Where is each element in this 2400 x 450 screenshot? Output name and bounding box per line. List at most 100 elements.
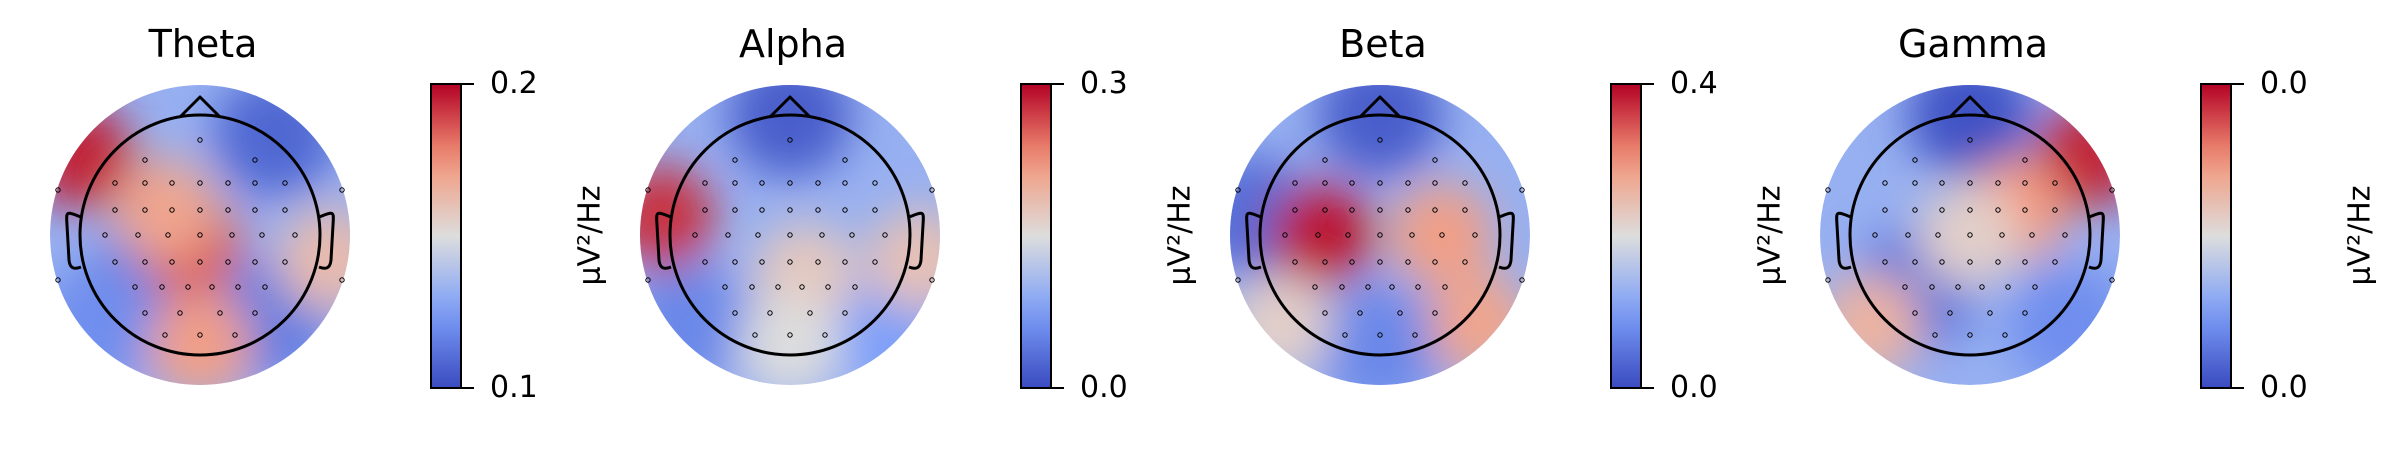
sensor-dot (259, 232, 265, 238)
sensor-dot (142, 207, 148, 213)
sensor-dot (1905, 232, 1911, 238)
sensor-dot (1967, 332, 1973, 338)
sensor-dot (225, 207, 231, 213)
sensor-markers (55, 137, 345, 338)
sensor-dot (732, 207, 738, 213)
left-ear-outline (1245, 211, 1262, 270)
sensor-dot (815, 180, 821, 186)
sensor-dot (1872, 232, 1878, 238)
sensor-dot (1882, 259, 1888, 265)
head-outline (78, 113, 322, 357)
sensor-dot (232, 332, 238, 338)
panel-gamma: Gamma 0.0 0.0 μV²/Hz (1770, 0, 2378, 450)
head-outline (668, 113, 912, 357)
sensor-dot (1929, 284, 1935, 290)
sensor-dot (852, 284, 858, 290)
colorbar-tick-max (1052, 83, 1064, 85)
sensor-dot (872, 207, 878, 213)
sensor-dot (1235, 277, 1241, 283)
sensor-dot (1339, 284, 1345, 290)
sensor-dot (55, 277, 61, 283)
sensor-dot (252, 157, 258, 163)
sensor-dot (1405, 259, 1411, 265)
topomap-head (50, 85, 350, 385)
sensor-dot (749, 284, 755, 290)
sensor-dot (112, 180, 118, 186)
panel-title: Alpha (738, 22, 848, 66)
sensor-dot (1825, 277, 1831, 283)
sensor-dot (2109, 277, 2115, 283)
sensor-dot (1967, 207, 1973, 213)
sensor-dot (1442, 284, 1448, 290)
sensor-dot (197, 332, 203, 338)
topomap-head (1230, 85, 1530, 385)
sensor-dot (197, 137, 203, 143)
sensor-dot (1939, 207, 1945, 213)
left-ear-outline (1835, 211, 1852, 270)
panel-title: Gamma (1897, 22, 2049, 66)
sensor-dot (1439, 232, 1445, 238)
sensor-dot (842, 207, 848, 213)
nose-outline (768, 95, 812, 119)
sensor-dot (2052, 180, 2058, 186)
sensor-dot (825, 284, 831, 290)
panel-title: Beta (1339, 22, 1427, 66)
sensor-dot (1377, 207, 1383, 213)
sensor-dot (722, 284, 728, 290)
sensor-dot (1377, 180, 1383, 186)
sensor-dot (732, 180, 738, 186)
topomap-surface (640, 85, 940, 385)
colorbar (1020, 83, 1052, 389)
sensor-dot (217, 310, 223, 316)
sensor-dot (1967, 232, 1973, 238)
sensor-dot (1315, 232, 1321, 238)
sensor-dot (1432, 157, 1438, 163)
sensor-dot (815, 207, 821, 213)
sensor-dot (732, 259, 738, 265)
sensor-dot (1825, 187, 1831, 193)
sensor-dot (112, 259, 118, 265)
sensor-dot (1292, 180, 1298, 186)
sensor-dot (1939, 180, 1945, 186)
sensor-dot (815, 259, 821, 265)
sensor-dot (159, 284, 165, 290)
sensor-dot (55, 187, 61, 193)
sensor-dot (882, 232, 888, 238)
colorbar-min-label: 0.1 (490, 370, 538, 405)
sensor-dot (1935, 232, 1941, 238)
coldspot-occipital-midline (1318, 283, 1442, 385)
sensor-dot (1349, 207, 1355, 213)
hotspot-right-central (1390, 183, 1494, 287)
sensor-dot (292, 232, 298, 238)
topomap-head (640, 85, 940, 385)
sensor-dot (1519, 187, 1525, 193)
sensor-dot (787, 180, 793, 186)
colorbar-min-label: 0.0 (1670, 370, 1718, 405)
head-outline (1258, 113, 1502, 357)
sensor-dot (645, 277, 651, 283)
panel-title: Theta (148, 22, 258, 66)
sensor-dot (1967, 137, 1973, 143)
sensor-dot (2022, 207, 2028, 213)
nose-outline (1948, 95, 1992, 119)
sensor-markers (1825, 137, 2115, 338)
sensor-dot (197, 232, 203, 238)
sensor-dot (165, 232, 171, 238)
sensor-dot (767, 310, 773, 316)
sensor-dot (842, 259, 848, 265)
sensor-dot (1902, 284, 1908, 290)
sensor-dot (142, 259, 148, 265)
head-outline (1848, 113, 2092, 357)
right-ear-outline (2088, 211, 2105, 270)
sensor-dot (645, 187, 651, 193)
sensor-dot (2109, 187, 2115, 193)
colorbar (430, 83, 462, 389)
panel-beta: Beta 0.4 0.0 μV²/Hz (1180, 0, 1788, 450)
sensor-dot (252, 180, 258, 186)
sensor-dot (102, 232, 108, 238)
sensor-dot (732, 157, 738, 163)
sensor-markers (1235, 137, 1525, 338)
sensor-dot (799, 284, 805, 290)
sensor-dot (1365, 284, 1371, 290)
